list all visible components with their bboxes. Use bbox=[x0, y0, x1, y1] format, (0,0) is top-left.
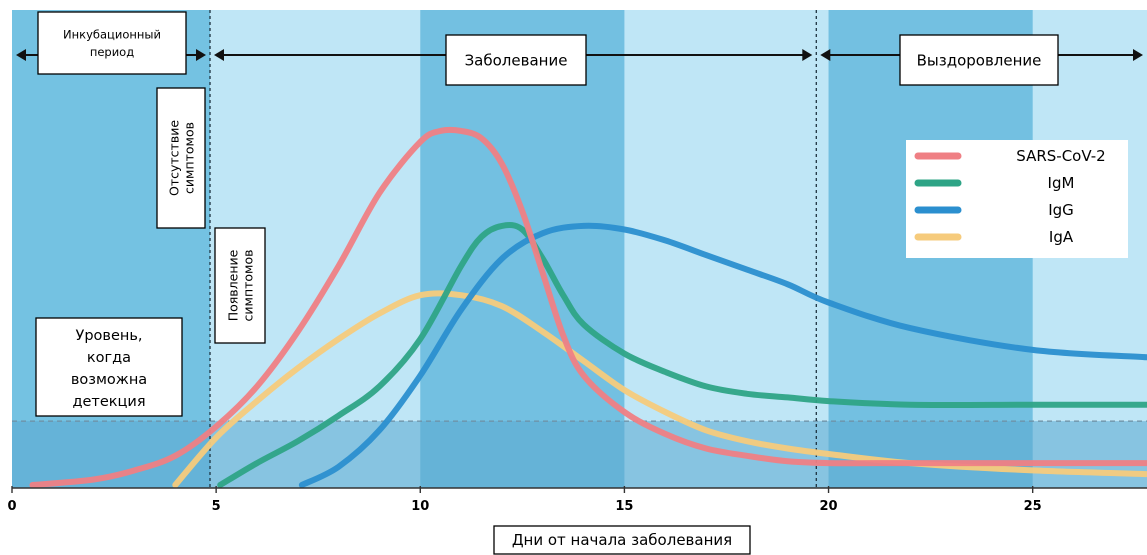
detection-label-line-3: возможна bbox=[71, 372, 147, 388]
symptom-onset-label-box bbox=[214, 227, 266, 344]
legend-label-iga: IgA bbox=[1049, 228, 1074, 246]
phase-label-incubation-line-2: период bbox=[90, 45, 134, 59]
phase-label-box-incubation bbox=[37, 11, 187, 75]
legend: SARS-CoV-2 IgM IgG IgA bbox=[906, 140, 1128, 258]
phase-arrow-illness-head-left bbox=[214, 49, 225, 61]
x-tick-label-0: 0 bbox=[7, 499, 16, 514]
phase-label-box-recovery bbox=[899, 34, 1059, 86]
x-tick-label-20: 20 bbox=[819, 499, 837, 514]
phase-label-incubation-line-1: Инкубационный bbox=[63, 27, 161, 41]
legend-label-igg: IgG bbox=[1048, 201, 1074, 219]
legend-label-sars-cov-2: SARS-CoV-2 bbox=[1016, 147, 1105, 165]
phase-arrow-incubation-head-right bbox=[196, 49, 207, 61]
detection-label-box bbox=[35, 317, 183, 417]
x-tick-label-25: 25 bbox=[1024, 499, 1042, 514]
legend-label-igm: IgM bbox=[1048, 174, 1075, 192]
series-line-sars-cov-2 bbox=[29, 126, 1147, 488]
phase-label-box-illness bbox=[445, 34, 587, 86]
phase-arrow-incubation-head-left bbox=[16, 49, 26, 61]
phase-arrow-illness-head-right bbox=[802, 49, 813, 61]
x-tick-label-10: 10 bbox=[411, 499, 429, 514]
no-symptoms-label-box bbox=[156, 87, 206, 229]
no-symptoms-label-line-2: симптомов bbox=[182, 122, 197, 194]
phase-label-recovery-line-1: Выздоровление bbox=[917, 51, 1042, 69]
x-axis: 0 5 10 15 20 25 Дни от начала заболевания bbox=[7, 486, 1147, 555]
x-tick-label-5: 5 bbox=[212, 499, 221, 514]
no-symptoms-label-line-1: Отсутствие bbox=[167, 120, 182, 196]
phase-arrow-recovery-head-left bbox=[820, 49, 831, 61]
x-axis-label-box bbox=[493, 525, 751, 555]
detection-label-line-2: когда bbox=[87, 350, 131, 366]
series-line-igg bbox=[298, 222, 1147, 488]
series-line-igm bbox=[217, 222, 1147, 488]
symptom-onset-label-line-1: Появление bbox=[226, 249, 241, 321]
phase-label-illness-line-1: Заболевание bbox=[465, 51, 568, 69]
x-axis-label: Дни от начала заболевания bbox=[512, 531, 732, 549]
x-tick-label-15: 15 bbox=[615, 499, 633, 514]
symptom-onset-label-line-2: симптомов bbox=[241, 250, 256, 322]
no-symptoms-label-text-group: Отсутствие симптомов bbox=[167, 120, 197, 196]
detection-label-line-4: детекция bbox=[72, 394, 145, 410]
data-series bbox=[29, 126, 1147, 488]
annotations: Инкубационный период Заболевание Выздоровле… bbox=[16, 11, 1143, 417]
detection-label-line-1: Уровень, bbox=[75, 328, 142, 344]
shaded-band-2 bbox=[420, 10, 625, 488]
series-line-iga bbox=[172, 290, 1147, 488]
phase-arrow-recovery-head-right bbox=[1133, 49, 1143, 61]
symptom-onset-label-text-group: Появление симптомов bbox=[226, 249, 256, 321]
